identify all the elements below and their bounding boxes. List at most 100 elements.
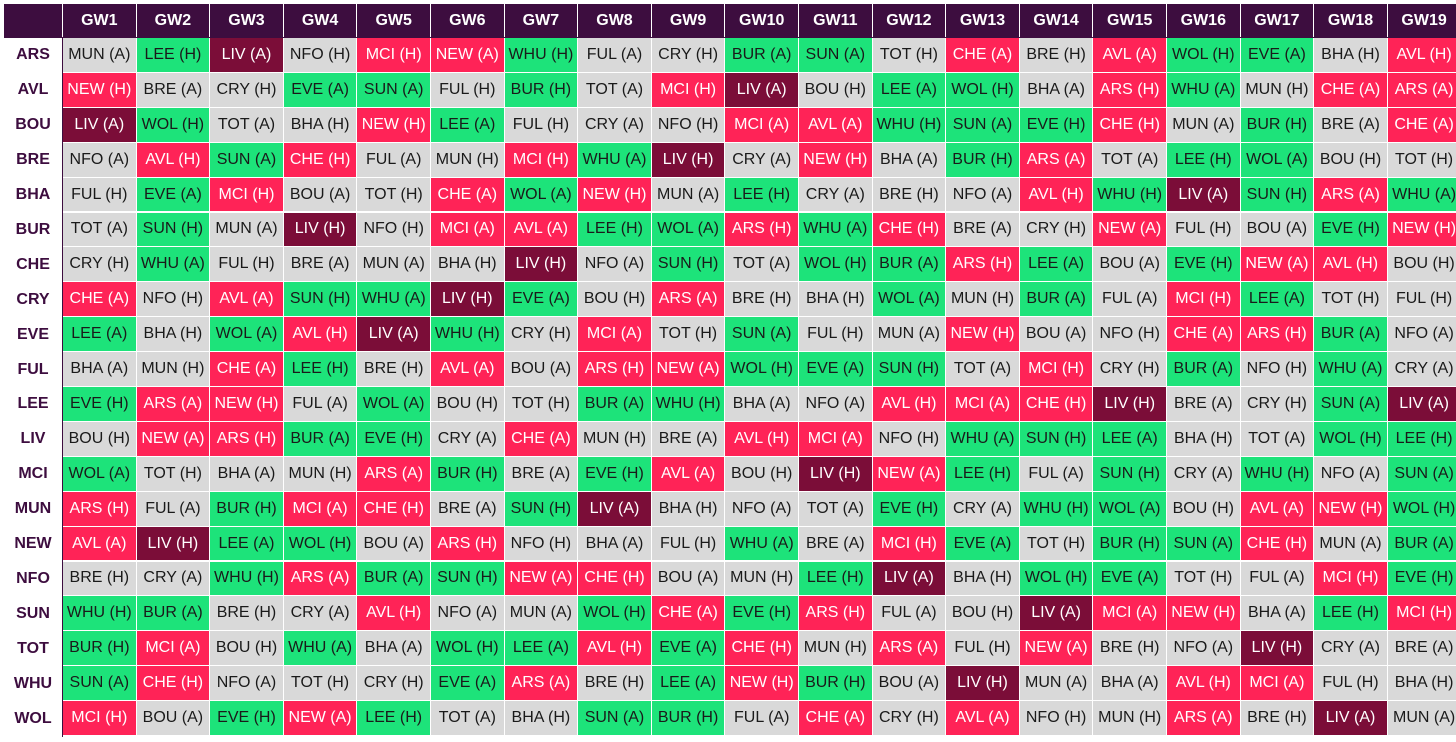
fixture-cell: LEE (H) (283, 352, 358, 387)
fixture-cell: WHU (H) (872, 107, 947, 143)
fixture-cell: NEW (A) (504, 561, 579, 597)
fixture-cell: WHU (A) (283, 631, 358, 667)
fixture-cell: FUL (H) (210, 247, 284, 283)
header-corner (4, 4, 63, 38)
fixture-cell: SUN (A) (210, 142, 284, 178)
fixture-cell: SUN (H) (136, 212, 211, 248)
fixture-cell: BOU (A) (504, 352, 579, 387)
fixture-cell: MCI (H) (872, 526, 947, 562)
fixture-cell: EVE (H) (1387, 561, 1456, 597)
fixture-cell: BRE (A) (283, 247, 358, 283)
fixture-cell: EVE (A) (1093, 561, 1167, 597)
fixture-cell: TOT (A) (578, 72, 652, 108)
fixture-cell: NFO (H) (651, 107, 726, 143)
column-header-gw8: GW8 (578, 4, 652, 38)
fixture-cell: LEE (H) (578, 212, 652, 248)
fixture-cell: WHU (H) (63, 596, 137, 632)
fixture-cell: AVL (H) (725, 421, 799, 457)
fixture-cell: EVE (A) (799, 352, 873, 387)
fixture-cell: MUN (H) (799, 631, 873, 667)
fixture-cell: WHU (H) (431, 317, 505, 353)
fixture-cell: EVE (A) (283, 72, 358, 108)
fixture-cell: CRY (A) (431, 421, 505, 457)
fixture-cell: BOU (A) (1019, 317, 1094, 353)
fixture-cell: LIV (H) (651, 142, 726, 178)
fixture-cell: LEE (A) (1019, 247, 1094, 283)
fixture-cell: ARS (H) (799, 596, 873, 632)
fixture-cell: MCI (A) (1093, 596, 1167, 632)
fixture-cell: BRE (H) (63, 561, 137, 597)
fixture-cell: LIV (A) (63, 107, 137, 143)
fixture-cell: WOL (H) (946, 72, 1020, 108)
fixture-cell: NFO (H) (504, 526, 579, 562)
fixture-cell: MUN (A) (1314, 526, 1388, 562)
fixture-cell: NEW (H) (210, 387, 284, 422)
fixture-cell: CRY (A) (283, 596, 358, 632)
fixture-cell: LEE (A) (504, 631, 579, 667)
fixture-cell: ARS (H) (1240, 317, 1315, 353)
fixture-cell: TOT (A) (946, 352, 1020, 387)
fixture-cell: NEW (A) (1019, 631, 1094, 667)
fixture-cell: MUN (H) (1240, 72, 1315, 108)
column-header-gw10: GW10 (725, 4, 799, 38)
fixture-cell: MUN (H) (283, 456, 358, 492)
fixture-cell: LEE (H) (357, 701, 431, 736)
fixture-cell: CHE (H) (136, 666, 211, 702)
fixture-cell: CRY (A) (799, 177, 873, 213)
fixture-cell: AVL (H) (872, 387, 947, 422)
fixture-cell: CRY (H) (872, 701, 947, 736)
fixture-cell: BHA (A) (1240, 596, 1315, 632)
fixture-cell: BHA (A) (872, 142, 947, 178)
fixture-cell: NFO (A) (210, 666, 284, 702)
fixture-cell: NEW (H) (725, 666, 799, 702)
fixture-cell: BRE (H) (1240, 701, 1315, 736)
fixture-cell: TOT (A) (799, 491, 873, 527)
fixture-cell: WHU (H) (504, 38, 579, 73)
fixture-cell: NFO (H) (1240, 352, 1315, 387)
fixture-cell: CHE (A) (946, 38, 1020, 73)
fixture-cell: FUL (A) (1093, 282, 1167, 318)
fixture-cell: BHA (H) (1387, 666, 1456, 702)
fixture-cell: SUN (H) (651, 247, 726, 283)
fixture-cell: NEW (H) (799, 142, 873, 178)
fixture-cell: CHE (A) (431, 177, 505, 213)
fixture-cell: LEE (A) (1240, 282, 1315, 318)
fixture-cell: CHE (H) (578, 561, 652, 597)
fixture-cell: BUR (A) (1019, 282, 1094, 318)
fixture-cell: CRY (H) (1093, 352, 1167, 387)
fixture-cell: BUR (A) (1167, 352, 1241, 387)
fixture-cell: MCI (A) (725, 107, 799, 143)
fixture-cell: BRE (H) (725, 282, 799, 318)
fixture-cell: NFO (A) (1167, 631, 1241, 667)
fixture-cell: BUR (H) (799, 666, 873, 702)
team-label-mun: MUN (4, 491, 62, 527)
column-header-gw5: GW5 (357, 4, 431, 38)
fixture-cell: FUL (A) (1019, 456, 1094, 492)
fixture-cell: BOU (H) (578, 282, 652, 318)
fixture-cell: NFO (H) (136, 282, 211, 318)
fixture-cell: FUL (A) (1240, 561, 1315, 597)
team-label-ful: FUL (4, 352, 62, 387)
team-label-liv: LIV (4, 421, 62, 457)
team-label-wol: WOL (4, 701, 62, 736)
fixture-cell: NEW (A) (283, 701, 358, 736)
fixture-cell: BHA (H) (1167, 421, 1241, 457)
fixture-cell: BUR (A) (1387, 526, 1456, 562)
fixture-cell: AVL (A) (946, 701, 1020, 736)
fixture-cell: WOL (H) (1019, 561, 1094, 597)
fixture-cell: NEW (A) (1240, 247, 1315, 283)
fixture-cell: MUN (A) (651, 177, 726, 213)
fixture-cell: TOT (H) (1387, 142, 1456, 178)
fixture-cell: FUL (H) (1314, 666, 1388, 702)
column-header-gw13: GW13 (946, 4, 1020, 38)
fixture-cell: LEE (A) (210, 526, 284, 562)
fixture-cell: BUR (H) (504, 72, 579, 108)
fixture-cell: MUN (H) (725, 561, 799, 597)
fixture-cell: NFO (A) (1314, 456, 1388, 492)
fixture-cell: NFO (A) (431, 596, 505, 632)
fixture-cell: BOU (H) (1167, 491, 1241, 527)
fixture-cell: SUN (H) (504, 491, 579, 527)
fixture-cell: EVE (A) (431, 666, 505, 702)
column-header-gw16: GW16 (1167, 4, 1241, 38)
fixture-cell: BOU (H) (725, 456, 799, 492)
